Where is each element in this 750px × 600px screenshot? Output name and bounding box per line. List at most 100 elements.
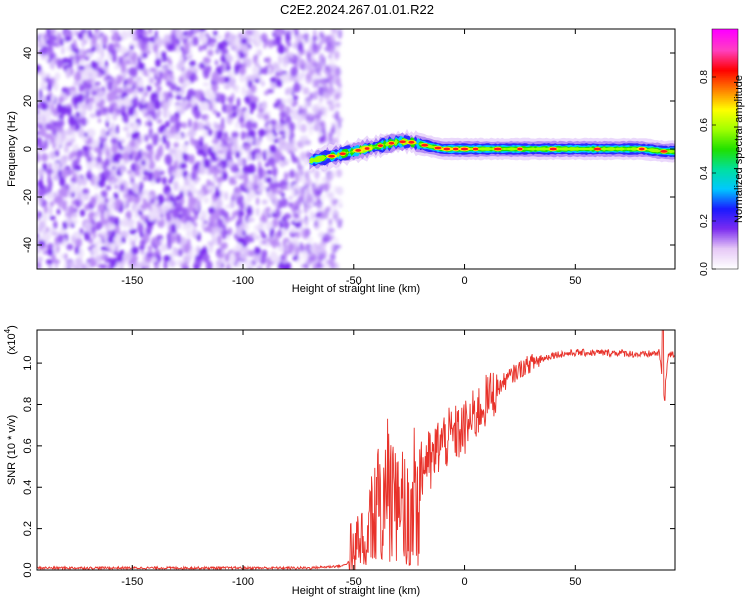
spectrogram-noise-cell xyxy=(211,212,219,218)
spectrogram-peak xyxy=(328,154,335,158)
spectrogram-noise-cell xyxy=(60,253,64,260)
colorbar-cell xyxy=(712,65,738,68)
spectrogram-noise-cell xyxy=(137,86,144,93)
spectrogram-noise-cell xyxy=(322,107,329,114)
spectrogram-noise-cell xyxy=(162,176,167,185)
spectrogram-noise-cell xyxy=(134,144,139,151)
spectrogram-noise-cell xyxy=(37,151,40,163)
spectrogram-noise-cell xyxy=(181,143,187,150)
colorbar-cell xyxy=(712,265,738,268)
spectrogram-noise-cell xyxy=(235,186,242,194)
spectrogram-noise-cell xyxy=(177,218,181,230)
spectrogram-noise-cell xyxy=(270,77,277,83)
spectrogram-noise-cell xyxy=(302,178,308,186)
spectrogram-noise-cell xyxy=(162,63,167,74)
spectrogram-noise-cell xyxy=(217,218,224,229)
spectrogram-noise-cell xyxy=(91,35,96,46)
spectrogram-noise-cell xyxy=(125,59,131,65)
spectrogram-noise-cell xyxy=(234,85,239,94)
spectrogram-noise-cell xyxy=(121,111,126,117)
spectrogram-noise-cell xyxy=(179,162,187,170)
spectrogram-noise-cell xyxy=(251,73,260,80)
spectrogram-noise-cell xyxy=(146,101,155,111)
spectrogram-noise-cell xyxy=(216,153,222,159)
spectrogram-noise-cell xyxy=(109,224,116,229)
spectrogram-noise-cell xyxy=(80,58,85,66)
spectrogram-noise-cell xyxy=(226,263,231,269)
spectrogram-noise-cell xyxy=(56,58,63,69)
colorbar-cell xyxy=(712,59,738,62)
spectrogram-noise-cell xyxy=(231,92,235,102)
spectrogram-noise-cell xyxy=(309,210,315,222)
spectrogram-noise-cell xyxy=(223,137,231,142)
spectrogram-noise-cell xyxy=(98,141,104,150)
colorbar-cell xyxy=(712,213,738,216)
spectrogram-noise-cell xyxy=(185,221,193,230)
spectrogram-noise-cell xyxy=(287,149,294,155)
spectrogram-peak xyxy=(408,140,415,144)
spectrogram-noise-cell xyxy=(234,63,239,75)
spectrogram-noise-cell xyxy=(252,54,258,64)
spectrogram-noise-cell xyxy=(169,71,173,80)
spectrogram-noise-cell xyxy=(203,196,210,204)
spectrogram-noise-cell xyxy=(133,96,139,106)
spectrogram-noise-cell xyxy=(65,67,71,79)
spectrogram-noise-cell xyxy=(37,248,41,254)
spectrogram-noise-cell xyxy=(277,229,283,238)
spectrogram-noise-cell xyxy=(221,229,227,240)
spectrogram-noise-cell xyxy=(189,154,195,165)
spectrogram-noise-cell xyxy=(111,122,115,133)
spectrogram-noise-cell xyxy=(264,65,268,75)
spectrogram-noise-cell xyxy=(334,92,342,99)
spectrogram-noise-cell xyxy=(225,65,231,72)
colorbar-cell xyxy=(712,189,738,192)
spectrogram-noise-cell xyxy=(226,149,233,159)
spectrogram-noise-cell xyxy=(304,243,313,254)
colorbar-cell xyxy=(712,191,738,194)
spectrogram-noise-cell xyxy=(115,79,122,86)
spectrogram-noise-cell xyxy=(145,158,150,167)
spectrogram-noise-cell xyxy=(128,249,132,261)
snr-frame xyxy=(36,329,676,571)
spectrogram-noise-cell xyxy=(179,236,187,247)
colorbar-cell xyxy=(712,249,738,252)
spectrogram-noise-cell xyxy=(107,263,111,269)
svg-text:(x104): (x104) xyxy=(3,325,18,355)
spectrogram-noise-cell xyxy=(91,246,100,256)
spectrogram-noise-cell xyxy=(128,236,133,247)
spectrogram-noise-cell xyxy=(337,29,343,39)
colorbar-cell xyxy=(712,29,738,32)
colorbar-cell xyxy=(712,263,738,266)
spectrogram-noise-cell xyxy=(224,191,229,201)
spectrogram-noise-cell xyxy=(54,263,59,269)
spectrogram-noise-cell xyxy=(38,88,43,99)
spectrogram-noise-cell xyxy=(216,198,223,209)
spectrogram-noise-cell xyxy=(142,189,149,196)
spectrogram-noise-cell xyxy=(212,144,219,154)
spectrogram-noise-cell xyxy=(43,139,49,149)
spectrogram-noise-cell xyxy=(293,29,299,33)
spectrogram-noise-cell xyxy=(113,192,119,200)
spectrogram-noise-cell xyxy=(149,36,156,44)
spectrogram-noise-cell xyxy=(292,188,296,198)
spectrogram-noise-cell xyxy=(203,57,211,64)
spectrogram-noise-cell xyxy=(194,109,201,120)
colorbar-cell xyxy=(712,227,738,230)
spectrogram-noise-cell xyxy=(189,60,196,67)
spectrogram-noise-cell xyxy=(190,191,194,203)
colorbar-cell xyxy=(712,41,738,44)
spectrogram-noise-cell xyxy=(258,111,262,120)
spectrogram-noise-cell xyxy=(234,210,239,216)
colorbar-cell xyxy=(712,95,738,98)
colorbar-cell xyxy=(712,229,738,232)
spectrogram-noise-cell xyxy=(124,48,129,53)
spectrogram-noise-cell xyxy=(100,128,107,136)
spectrogram-noise-cell xyxy=(199,136,204,141)
snr-y-tick-label: 0.6 xyxy=(22,438,34,453)
spectrogram-noise-cell xyxy=(122,151,129,161)
spectrogram-noise-cell xyxy=(293,147,298,152)
spectrogram-noise-cell xyxy=(119,183,125,192)
spectrogram-noise-cell xyxy=(87,168,92,177)
spectrogram-noise-cell xyxy=(332,200,337,207)
spectrogram-noise-cell xyxy=(90,128,95,138)
